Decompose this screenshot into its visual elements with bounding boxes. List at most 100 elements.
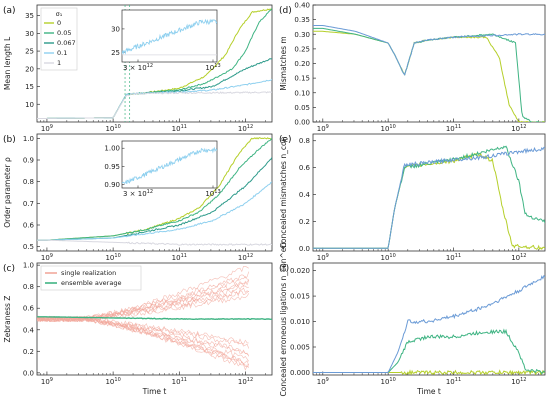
inset-x-tick-label: 1013	[205, 189, 220, 198]
y-tick-label: 15	[25, 83, 34, 91]
x-tick-label: 109	[317, 253, 329, 262]
y-tick-label: 20	[25, 65, 34, 73]
x-tick-label: 1011	[172, 124, 187, 133]
legend-entry: 1	[57, 59, 61, 67]
inset-frame	[121, 9, 218, 63]
y-tick-label: 0.005	[290, 344, 310, 352]
x-tick-label: 1011	[172, 377, 187, 386]
x-tick-label: 1010	[381, 253, 396, 262]
y-tick-label: 0.6	[299, 164, 311, 172]
single-realization-line	[37, 316, 249, 356]
x-tick-label: 1012	[511, 253, 526, 262]
inset-y-tick-label: 1.00	[104, 145, 120, 153]
single-realization-line	[37, 316, 249, 369]
y-tick-label: 0.30	[294, 31, 310, 39]
single-realization-line	[37, 279, 250, 322]
panel-label: (f)	[279, 264, 289, 274]
legend-title: σ₁	[56, 10, 63, 18]
inset-y-tick-label: 25	[111, 49, 120, 57]
x-tick-label: 1010	[105, 377, 120, 386]
inset-y-tick-label: 0.95	[104, 163, 120, 171]
y-tick-label: 0.010	[290, 318, 310, 326]
y-tick-label: 0.20	[294, 60, 310, 68]
series-line-01	[37, 181, 272, 241]
panel-f: (f) 0.000 0.005 0.010 0.015 0.020 109 1010 1011 1…	[279, 241, 546, 397]
y-tick-label: 0.2	[299, 218, 310, 226]
x-tick-label: 109	[317, 124, 329, 133]
inset-y-tick-label: 30	[111, 25, 120, 33]
series-line-005	[313, 27, 545, 122]
panel-label: (a)	[3, 6, 16, 16]
y-tick-label: 0.8	[23, 283, 34, 291]
legend: σ₁0 0.05 0.067 0.1 1	[40, 7, 78, 71]
y-axis-label: Zebraness Z	[3, 296, 12, 343]
y-tick-label: 0.05	[294, 104, 310, 112]
y-tick-label: 0.7	[23, 200, 34, 208]
y-tick-label: 0.10	[294, 89, 310, 97]
y-axis-label: Concealed erroneous ligations n_con^err	[279, 241, 288, 397]
y-tick-label: 30	[25, 30, 34, 38]
panel-label: (c)	[3, 264, 15, 274]
x-tick-label: 1010	[381, 124, 396, 133]
y-tick-label: 0.25	[294, 45, 310, 53]
inset-plot	[122, 18, 217, 56]
inset: 0.90 0.95 1.00 3 × 1012 1013	[104, 140, 221, 198]
x-axis-label: Time t	[416, 387, 441, 396]
series-line-ensembleaverage	[37, 316, 272, 321]
x-tick-label: 1011	[446, 377, 461, 386]
y-tick-label: 0.4	[23, 326, 35, 334]
inset-x-tick-label: 3 × 1012	[123, 63, 153, 72]
axes-frame	[312, 133, 546, 252]
legend-entry: 0	[57, 19, 61, 27]
x-tick-label: 1012	[511, 124, 526, 133]
inset-x-tick-label: 1013	[205, 63, 220, 72]
x-tick-label: 1011	[172, 253, 187, 262]
y-tick-label: 0.0	[23, 369, 34, 377]
inset-frame	[121, 140, 218, 189]
y-axis-label: Concealed mismatches n_con	[279, 136, 288, 248]
panel-c: (c) 0.0 0.2 0.4 0.6 0.8 1.0 109 1010 1011 1012 Time…	[3, 262, 273, 396]
x-tick-label: 109	[317, 377, 329, 386]
series-line-01	[37, 78, 272, 119]
x-tick-label: 1012	[238, 124, 253, 133]
legend-entry: ensemble average	[61, 279, 121, 287]
y-tick-label: 0.40	[294, 2, 310, 10]
y-tick-label: 0.000	[290, 369, 310, 377]
x-tick-label: 1012	[511, 377, 526, 386]
plot-area	[313, 145, 545, 251]
plot-area	[313, 25, 545, 122]
panel-label: (e)	[279, 135, 292, 145]
legend-entry: 0.1	[57, 49, 67, 57]
plot-area	[37, 137, 272, 246]
legend-entry: single realization	[61, 269, 116, 277]
y-tick-label: 1.0	[23, 135, 34, 143]
legend-entry: 0.05	[57, 29, 71, 37]
axes-frame	[312, 4, 546, 123]
axes-frame	[36, 133, 273, 252]
inset: 25 30 3 × 1012 1013	[111, 9, 221, 72]
legend-box	[40, 7, 78, 71]
series-line-0	[313, 152, 545, 251]
inset-plot	[122, 146, 217, 185]
y-axis-label: Mismatches m	[279, 36, 288, 90]
series-line-01	[313, 274, 545, 373]
x-tick-label: 1011	[446, 253, 461, 262]
y-tick-label: 10	[25, 101, 34, 109]
series-line-1	[37, 91, 272, 119]
inset-series-line	[122, 18, 217, 55]
y-tick-label: 0.00	[294, 119, 310, 127]
series-line-01	[313, 25, 545, 76]
panel-label: (d)	[279, 6, 292, 16]
y-tick-label: 0.015	[290, 293, 310, 301]
panel-e: (e) 0.0 0.2 0.4 0.6 0.8 109 1010 1011 1012 Conceal…	[279, 133, 546, 262]
axes-frame	[36, 4, 273, 123]
series-line-01	[313, 146, 545, 249]
plot-area	[37, 8, 272, 119]
legend-entry: 0.067	[57, 39, 76, 47]
single-realization-line	[37, 315, 250, 366]
y-tick-label: 0.4	[299, 191, 311, 199]
panel-label: (b)	[3, 135, 16, 145]
y-tick-label: 1.0	[23, 262, 34, 270]
